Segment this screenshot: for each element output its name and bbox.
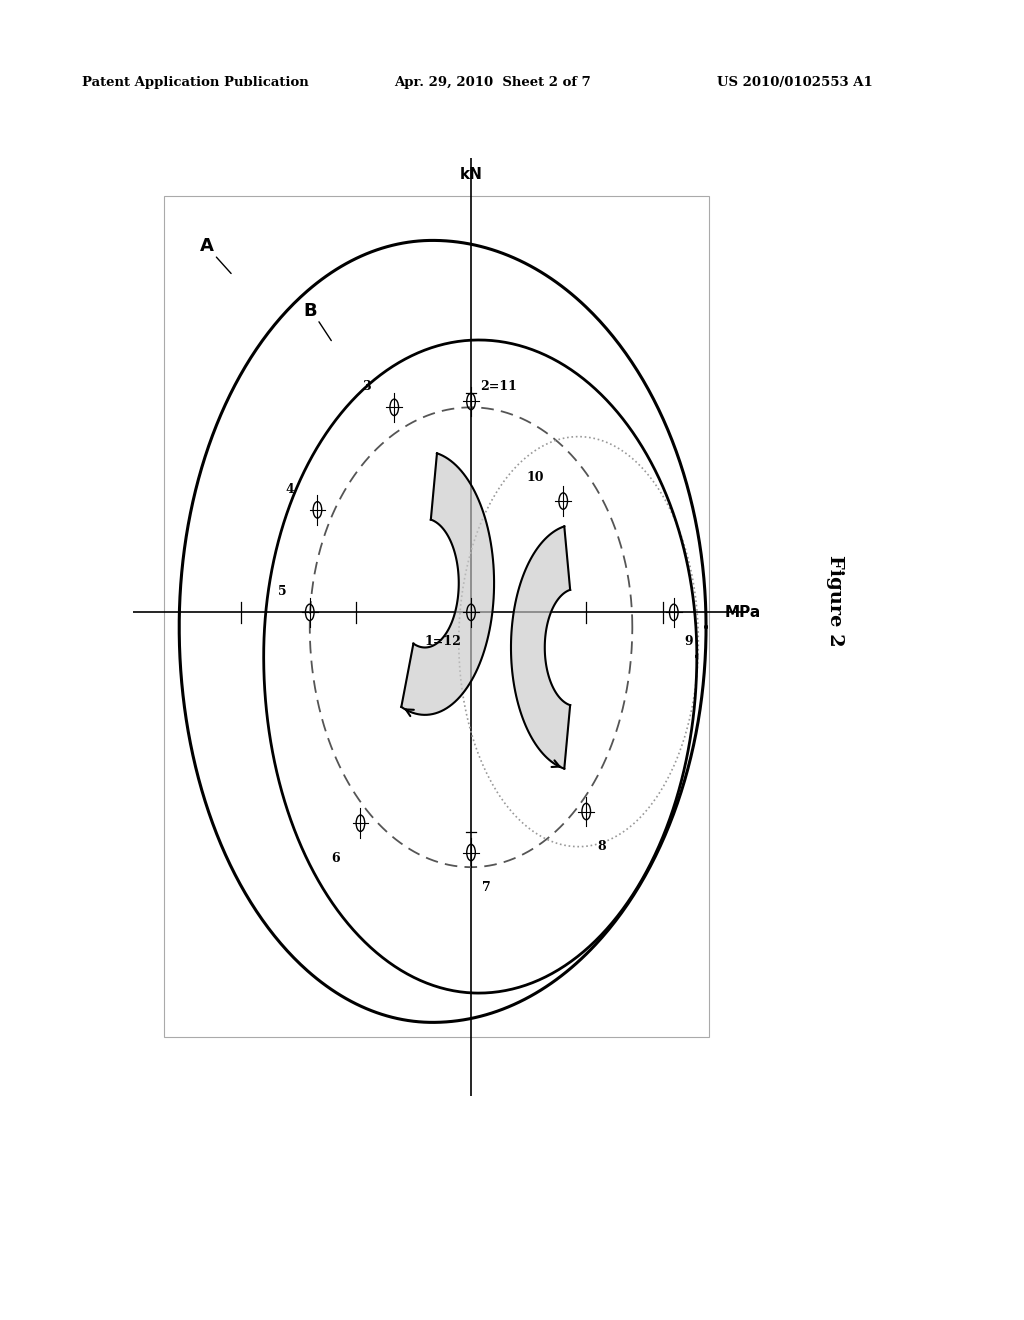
Text: Figure 2: Figure 2 [825,554,844,647]
Text: 7: 7 [482,882,490,894]
Text: 9: 9 [685,635,693,648]
Text: MPa: MPa [725,605,761,620]
Text: A: A [200,238,214,255]
Text: 2=11: 2=11 [480,380,517,393]
Text: Apr. 29, 2010  Sheet 2 of 7: Apr. 29, 2010 Sheet 2 of 7 [394,75,591,88]
Text: 4: 4 [286,483,294,496]
Polygon shape [401,453,494,715]
Bar [164,197,709,1038]
Polygon shape [511,527,570,768]
Text: 3: 3 [362,380,371,393]
Text: kN: kN [460,166,482,182]
Text: 10: 10 [526,471,545,484]
Text: 6: 6 [332,851,340,865]
Text: US 2010/0102553 A1: US 2010/0102553 A1 [717,75,872,88]
Text: 1=12: 1=12 [425,635,462,648]
Text: 8: 8 [597,840,606,853]
Text: B: B [303,302,316,319]
Text: Patent Application Publication: Patent Application Publication [82,75,308,88]
Text: 5: 5 [278,585,287,598]
